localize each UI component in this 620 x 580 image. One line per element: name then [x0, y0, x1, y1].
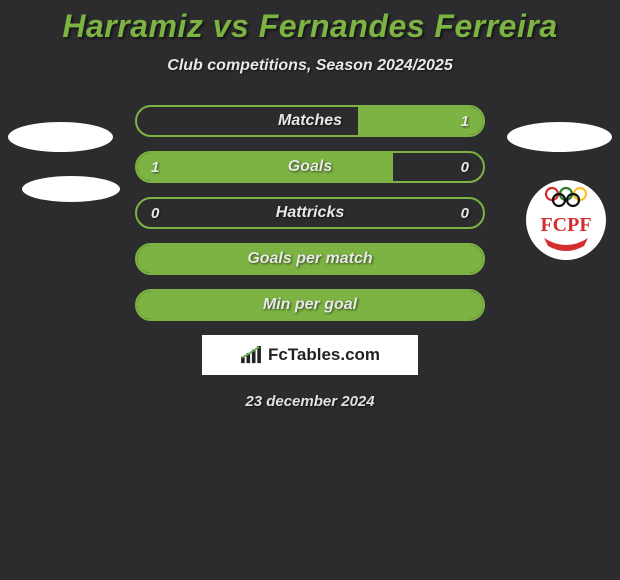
stat-right-value: 0	[461, 205, 469, 222]
stat-label: Min per goal	[263, 296, 357, 314]
source-logo: FcTables.com	[202, 335, 418, 375]
stat-row-goals: 1 Goals 0	[135, 151, 485, 183]
player-left-badge-1	[8, 122, 113, 152]
stat-label: Hattricks	[276, 204, 344, 222]
stat-label: Goals	[288, 158, 332, 176]
page-title: Harramiz vs Fernandes Ferreira	[0, 8, 620, 45]
stat-row-hattricks: 0 Hattricks 0	[135, 197, 485, 229]
bar-chart-icon	[240, 346, 262, 364]
stat-right-value: 0	[461, 159, 469, 176]
svg-text:FCPF: FCPF	[540, 214, 591, 236]
stat-fill	[137, 153, 393, 181]
club-crest-icon: FCPF	[534, 184, 598, 256]
subtitle: Club competitions, Season 2024/2025	[0, 57, 620, 75]
stat-row-min-per-goal: Min per goal	[135, 289, 485, 321]
player-right-badge-1	[507, 122, 612, 152]
stats-list: Matches 1 1 Goals 0 0 Hattricks 0 Goals …	[135, 105, 485, 321]
stat-label: Matches	[278, 112, 342, 130]
stat-left-value: 1	[151, 159, 159, 176]
logo-text: FcTables.com	[268, 345, 380, 365]
stat-left-value: 0	[151, 205, 159, 222]
stat-label: Goals per match	[247, 250, 372, 268]
stat-row-matches: Matches 1	[135, 105, 485, 137]
player-right-club-badge: FCPF	[526, 180, 606, 260]
player-left-badge-2	[22, 176, 120, 202]
stat-right-value: 1	[461, 113, 469, 130]
stat-row-goals-per-match: Goals per match	[135, 243, 485, 275]
date-label: 23 december 2024	[0, 393, 620, 410]
comparison-card: Harramiz vs Fernandes Ferreira Club comp…	[0, 0, 620, 580]
